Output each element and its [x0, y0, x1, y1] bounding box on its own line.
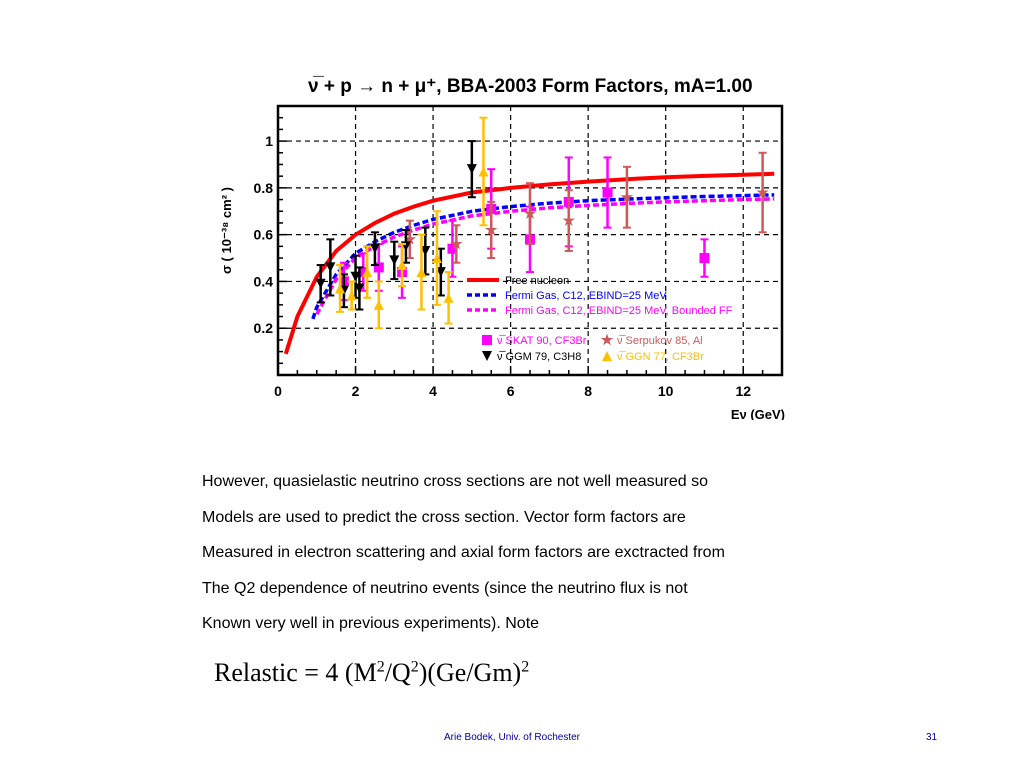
x-tick-label: 0 — [274, 383, 282, 399]
data-point — [335, 283, 346, 294]
curve-line — [311, 193, 775, 320]
y-tick-label: 0.8 — [254, 180, 274, 196]
footer-author: Arie Bodek, Univ. of Rochester — [444, 732, 580, 743]
formula-part: )(Ge/Gm) — [418, 658, 522, 687]
y-tick-label: 0.6 — [254, 227, 274, 243]
cross-section-chart: ν̅ + p → n + μ⁺, BBA-2003 Form Factors, … — [205, 68, 795, 420]
data-point — [315, 278, 326, 289]
data-point — [416, 267, 427, 278]
text-line: However, quasielastic neutrino cross sec… — [202, 473, 709, 490]
y-tick-label: 0.4 — [254, 273, 274, 289]
text-line: Measured in electron scattering and axia… — [202, 544, 725, 561]
data-point — [403, 232, 416, 245]
data-point — [756, 186, 769, 198]
data-point — [369, 243, 380, 254]
legend-label: ν̅ SKAT 90, CF3Br — [497, 335, 587, 347]
data-point — [373, 299, 384, 310]
data-point — [354, 283, 365, 294]
data-point — [482, 351, 492, 361]
text-line: Known very well in previous experiments)… — [202, 615, 540, 632]
formula-exponent: 2 — [376, 658, 385, 676]
data-point — [450, 237, 463, 250]
legend-label: ν̅ GGM 79, C3H8 — [497, 351, 581, 363]
data-point — [523, 207, 537, 219]
x-tick-label: 4 — [429, 383, 437, 399]
data-point — [325, 262, 336, 273]
data-point — [485, 223, 498, 236]
formula-part: /Q — [384, 658, 411, 687]
data-point — [482, 335, 492, 345]
data-point — [602, 351, 612, 361]
data-point — [373, 262, 384, 273]
legend-label: ν̅ Serpukov 85, Al — [617, 335, 703, 347]
data-point — [435, 267, 446, 278]
data-point — [397, 260, 408, 271]
curve-line — [283, 171, 775, 355]
x-tick-label: 8 — [584, 383, 592, 399]
legend-label: Fermi Gas, C12, EBIND=25 MeV — [505, 290, 667, 302]
legend-label: Free nucleon — [505, 275, 569, 287]
data-point — [466, 164, 477, 175]
formula-part: Relastic = 4 (M — [214, 658, 377, 687]
y-axis-label: σ ( 10⁻³⁸ cm² ) — [219, 187, 234, 274]
x-tick-label: 6 — [507, 383, 515, 399]
data-point — [602, 187, 613, 198]
page-number: 31 — [926, 732, 938, 743]
data-point — [389, 255, 400, 266]
data-point — [346, 290, 357, 301]
chart-title: ν̅ + p → n + μ⁺, BBA-2003 Form Factors, … — [308, 76, 753, 97]
formula-exponent: 2 — [410, 658, 419, 676]
x-tick-label: 2 — [352, 383, 360, 399]
x-tick-label: 10 — [658, 383, 674, 399]
data-point — [620, 190, 634, 203]
chart-svg: ν̅ + p → n + μ⁺, BBA-2003 Form Factors, … — [219, 76, 785, 420]
data-point — [478, 166, 489, 177]
x-tick-label: 12 — [735, 383, 751, 399]
formula-exponent: 2 — [521, 658, 530, 676]
data-point — [362, 267, 373, 278]
y-tick-label: 1 — [265, 133, 273, 149]
text-line: Models are used to predict the cross sec… — [202, 508, 686, 526]
text-line: The Q2 dependence of neutrino events (si… — [202, 579, 688, 597]
data-point — [600, 333, 614, 346]
data-point — [699, 253, 710, 264]
data-point — [443, 292, 454, 303]
data-point — [431, 253, 442, 264]
body-text: However, quasielastic neutrino cross sec… — [202, 464, 902, 642]
data-point — [350, 271, 361, 282]
legend-label: ν̅ GGN 77, CF3Br — [617, 351, 704, 363]
data-point — [447, 243, 458, 254]
data-point — [562, 214, 575, 226]
data-point — [358, 267, 369, 278]
formula: Relastic = 4 (M2/Q2)(Ge/Gm)2 — [214, 658, 529, 688]
legend-label: Fermi Gas, C12, EBIND=25 MeV, Bounded FF — [505, 305, 733, 317]
x-axis-label: Eν (GeV) — [731, 407, 785, 420]
data-point — [420, 246, 431, 257]
y-tick-label: 0.2 — [254, 320, 274, 336]
